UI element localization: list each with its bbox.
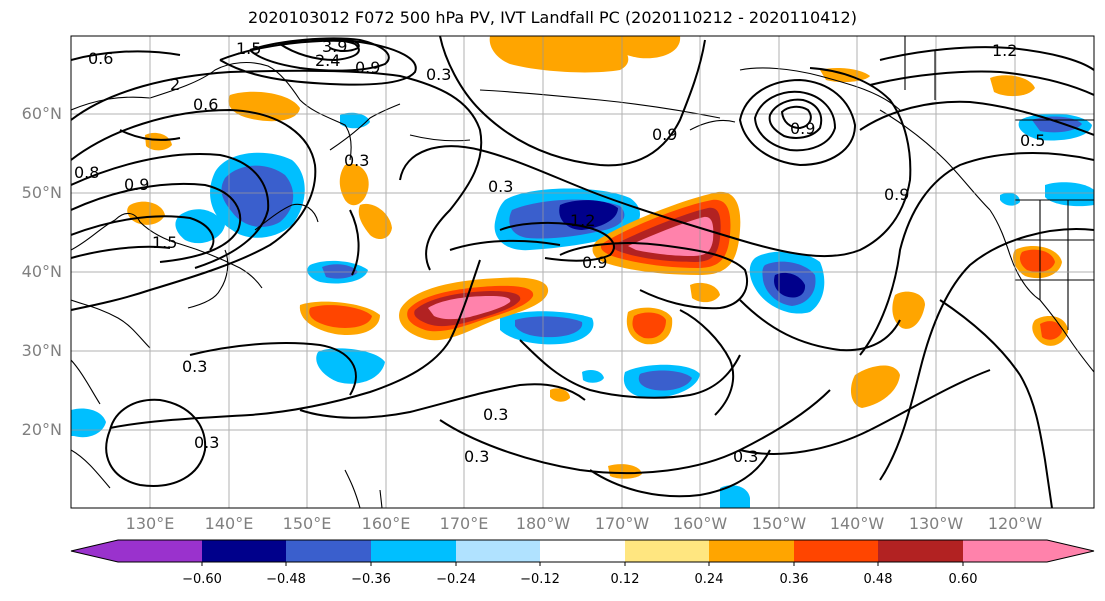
contour-label: 0.6	[193, 95, 218, 114]
colorbar	[70, 539, 1095, 566]
map-title: 2020103012 F072 500 hPa PV, IVT Landfall…	[248, 8, 857, 27]
contour-label: 1.2	[570, 211, 595, 230]
colorbar-tick-label: −0.24	[436, 572, 476, 587]
positive-anomaly-shading	[127, 36, 1068, 479]
lat-label: 40°N	[21, 262, 62, 281]
colorbar-segment	[540, 540, 625, 562]
colorbar-segment	[709, 540, 794, 562]
lon-label: 140°W	[829, 514, 885, 533]
contour-label: 0.3	[464, 447, 489, 466]
colorbar-segment	[202, 540, 286, 562]
contour-label: 0.3	[483, 405, 508, 424]
contour-label: 0.3	[344, 151, 369, 170]
colorbar-tick-label: −0.60	[182, 572, 222, 587]
colorbar-tick-label: 0.60	[948, 572, 978, 587]
colorbar-segment	[456, 540, 540, 562]
contour-label: 0.9	[124, 175, 149, 194]
colorbar-segment	[371, 540, 456, 562]
contour-label: 3.9	[322, 37, 347, 56]
contour-label: 0.9	[355, 58, 380, 77]
lon-label: 130°E	[125, 514, 175, 533]
contour-label: 0.3	[488, 177, 513, 196]
lat-label: 20°N	[21, 420, 62, 439]
lon-label: 120°W	[987, 514, 1043, 533]
lon-label: 160°W	[672, 514, 728, 533]
contour-label: 1.2	[992, 41, 1017, 60]
colorbar-tick-label: 0.24	[694, 572, 724, 587]
colorbar-tick-label: −0.48	[266, 572, 306, 587]
contour-label: 2	[170, 75, 180, 94]
pv-contours	[71, 36, 1094, 508]
colorbar-tick-label: 0.12	[610, 572, 640, 587]
lon-label: 140°E	[204, 514, 254, 533]
contour-label: 1.5	[152, 233, 177, 252]
contour-label: 0.9	[582, 253, 607, 272]
lon-label: 170°W	[594, 514, 650, 533]
graticule	[71, 36, 1094, 508]
colorbar-segment	[625, 540, 709, 562]
contour-label: 0.9	[652, 125, 677, 144]
colorbar-tick-label: 0.48	[863, 572, 893, 587]
map-plot-area: 0.6 1.5 3.9 2.4 0.9 0.3 0.6 0.3 0.3 0.9 …	[71, 36, 1094, 508]
colorbar-segment	[794, 540, 878, 562]
lat-label: 60°N	[21, 104, 62, 123]
lon-label: 150°W	[751, 514, 807, 533]
lat-label: 50°N	[21, 183, 62, 202]
lon-label: 170°E	[439, 514, 489, 533]
map-frame	[70, 35, 1095, 509]
contour-label: 0.3	[182, 357, 207, 376]
contour-label: 0.8	[74, 163, 99, 182]
colorbar-tick-label: 0.36	[779, 572, 809, 587]
lon-label: 130°W	[908, 514, 964, 533]
contour-label: 0.9	[790, 119, 815, 138]
lat-label: 30°N	[21, 341, 62, 360]
lon-label: 180°W	[515, 514, 571, 533]
colorbar-tick-label: −0.12	[520, 572, 560, 587]
colorbar-segment	[71, 540, 202, 562]
lon-label: 160°E	[361, 514, 411, 533]
contour-label: 0.5	[1020, 131, 1045, 150]
contour-label: 0.9	[884, 185, 909, 204]
contour-label: 2.4	[315, 51, 340, 70]
colorbar-tick-label: −0.36	[351, 572, 391, 587]
contour-label: 0.3	[426, 65, 451, 84]
colorbar-segment	[286, 540, 371, 562]
colorbar-segment	[878, 540, 963, 562]
contour-label: 0.3	[194, 433, 219, 452]
lon-label: 150°E	[282, 514, 332, 533]
colorbar-segment	[963, 540, 1094, 562]
contour-label: 0.3	[733, 447, 758, 466]
contour-labels: 0.6 1.5 3.9 2.4 0.9 0.3 0.6 0.3 0.3 0.9 …	[74, 37, 1045, 466]
contour-label: 0.6	[88, 49, 113, 68]
contour-label: 1.5	[236, 39, 261, 58]
colorbar-outline	[70, 539, 1095, 563]
